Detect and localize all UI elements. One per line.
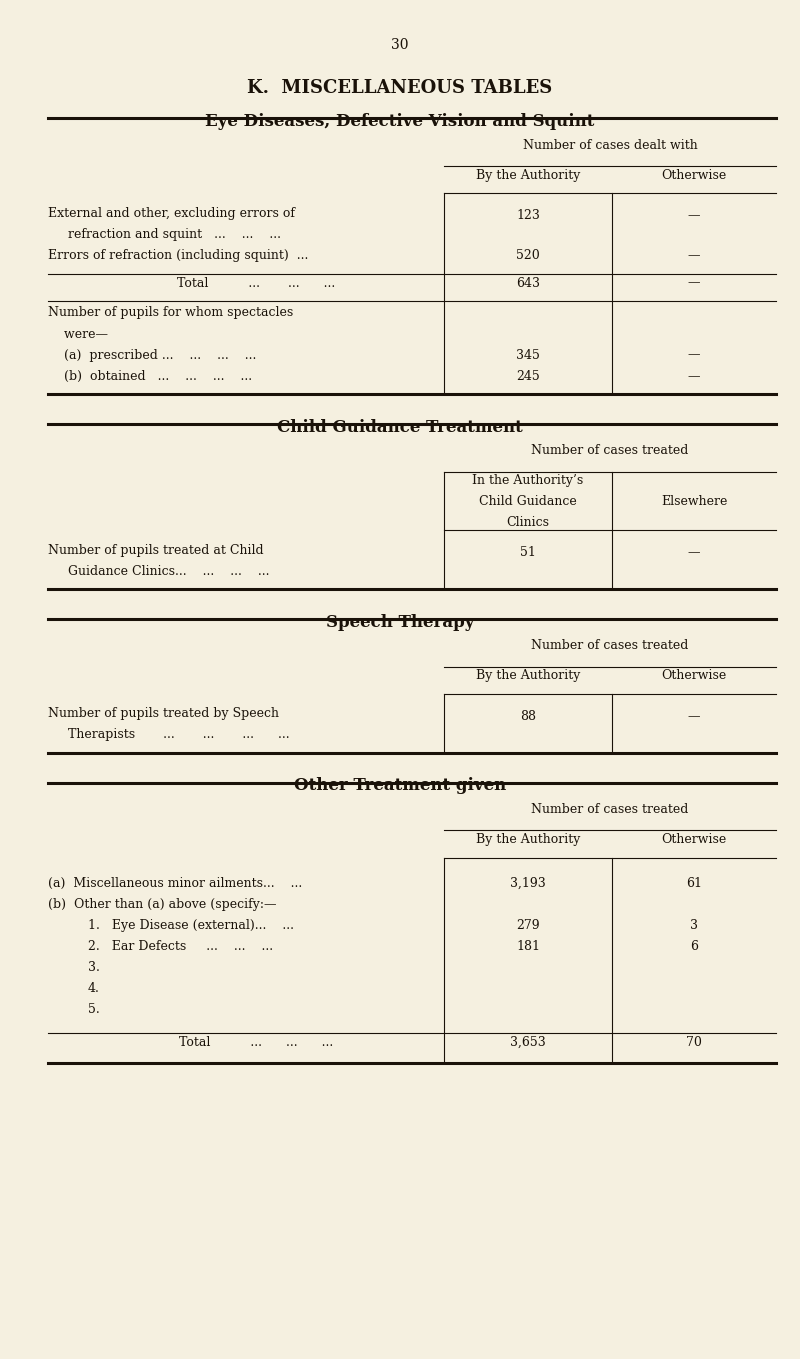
Text: K.  MISCELLANEOUS TABLES: K. MISCELLANEOUS TABLES	[247, 79, 553, 96]
Text: Guidance Clinics...    ...    ...    ...: Guidance Clinics... ... ... ...	[68, 565, 270, 578]
Text: 123: 123	[516, 209, 540, 222]
Text: Otherwise: Otherwise	[662, 169, 726, 182]
Text: Child Guidance Treatment: Child Guidance Treatment	[277, 419, 523, 436]
Text: 2.   Ear Defects     ...    ...    ...: 2. Ear Defects ... ... ...	[88, 940, 273, 953]
Text: Total          ...      ...      ...: Total ... ... ...	[179, 1036, 333, 1049]
Text: Number of pupils treated at Child: Number of pupils treated at Child	[48, 544, 264, 557]
Text: 70: 70	[686, 1036, 702, 1049]
Text: Therapists       ...       ...       ...      ...: Therapists ... ... ... ...	[68, 728, 290, 742]
Text: 3,193: 3,193	[510, 877, 546, 890]
Text: Child Guidance: Child Guidance	[479, 496, 577, 508]
Text: Number of cases dealt with: Number of cases dealt with	[522, 139, 698, 152]
Text: 30: 30	[391, 38, 409, 52]
Text: were—: were—	[48, 328, 108, 341]
Text: refraction and squint   ...    ...    ...: refraction and squint ... ... ...	[68, 228, 281, 241]
Text: Speech Therapy: Speech Therapy	[326, 614, 474, 631]
Text: 643: 643	[516, 277, 540, 289]
Text: 181: 181	[516, 940, 540, 953]
Text: 3.: 3.	[88, 961, 100, 974]
Text: 3: 3	[690, 919, 698, 932]
Text: By the Authority: By the Authority	[476, 670, 580, 682]
Text: 88: 88	[520, 709, 536, 723]
Text: 6: 6	[690, 940, 698, 953]
Text: By the Authority: By the Authority	[476, 833, 580, 847]
Text: Other Treatment given: Other Treatment given	[294, 777, 506, 795]
Text: (b)  obtained   ...    ...    ...    ...: (b) obtained ... ... ... ...	[64, 370, 252, 383]
Text: Elsewhere: Elsewhere	[661, 496, 727, 508]
Text: Number of cases treated: Number of cases treated	[531, 640, 689, 652]
Text: 51: 51	[520, 546, 536, 559]
Text: 279: 279	[516, 919, 540, 932]
Text: —: —	[688, 370, 700, 383]
Text: 3,653: 3,653	[510, 1036, 546, 1049]
Text: 520: 520	[516, 250, 540, 262]
Text: —: —	[688, 209, 700, 222]
Text: Clinics: Clinics	[506, 516, 550, 530]
Text: —: —	[688, 277, 700, 289]
Text: —: —	[688, 546, 700, 559]
Text: Total          ...       ...      ...: Total ... ... ...	[177, 277, 335, 289]
Text: 61: 61	[686, 877, 702, 890]
Text: 1.   Eye Disease (external)...    ...: 1. Eye Disease (external)... ...	[88, 919, 294, 932]
Text: Number of pupils treated by Speech: Number of pupils treated by Speech	[48, 708, 279, 720]
Text: 5.: 5.	[88, 1003, 100, 1017]
Text: (a)  prescribed ...    ...    ...    ...: (a) prescribed ... ... ... ...	[64, 349, 256, 361]
Text: —: —	[688, 349, 700, 361]
Text: (a)  Miscellaneous minor ailments...    ...: (a) Miscellaneous minor ailments... ...	[48, 877, 302, 890]
Text: Otherwise: Otherwise	[662, 833, 726, 847]
Text: Errors of refraction (including squint)  ...: Errors of refraction (including squint) …	[48, 250, 308, 262]
Text: Number of pupils for whom spectacles: Number of pupils for whom spectacles	[48, 307, 294, 319]
Text: Number of cases treated: Number of cases treated	[531, 803, 689, 817]
Text: 4.: 4.	[88, 983, 100, 995]
Text: —: —	[688, 250, 700, 262]
Text: 245: 245	[516, 370, 540, 383]
Text: 345: 345	[516, 349, 540, 361]
Text: External and other, excluding errors of: External and other, excluding errors of	[48, 207, 295, 220]
Text: Eye Diseases, Defective Vision and Squint: Eye Diseases, Defective Vision and Squin…	[206, 113, 594, 130]
Text: By the Authority: By the Authority	[476, 169, 580, 182]
Text: Otherwise: Otherwise	[662, 670, 726, 682]
Text: (b)  Other than (a) above (specify:—: (b) Other than (a) above (specify:—	[48, 898, 277, 911]
Text: Number of cases treated: Number of cases treated	[531, 444, 689, 458]
Text: In the Authority’s: In the Authority’s	[472, 474, 584, 488]
Text: —: —	[688, 709, 700, 723]
